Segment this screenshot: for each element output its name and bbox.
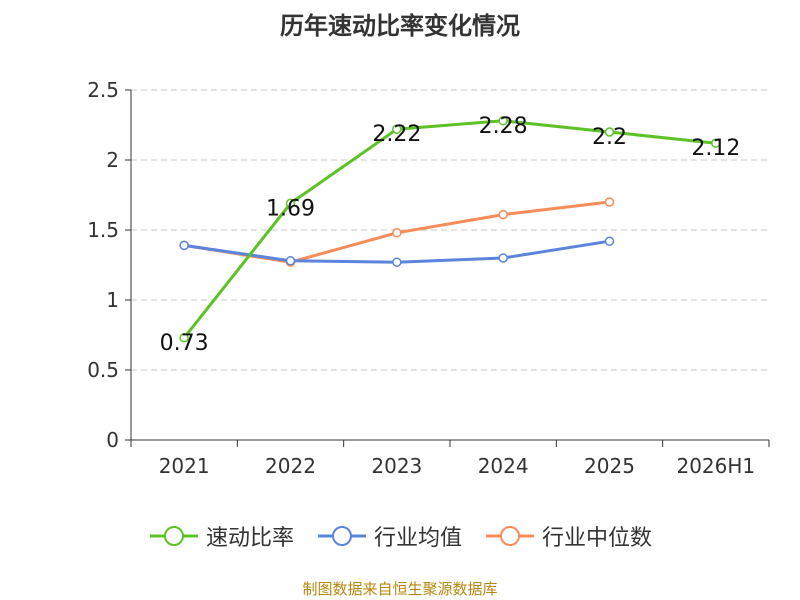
data-point — [604, 197, 615, 207]
data-point — [604, 236, 615, 246]
y-tick-label: 0.5 — [87, 358, 119, 382]
legend-label: 行业均值 — [373, 526, 462, 551]
y-tick-label: 0 — [106, 428, 119, 452]
data-point — [604, 127, 615, 137]
data-label: 2.2 — [592, 125, 627, 150]
legend-swatch-icon — [486, 526, 534, 546]
data-label: 2.28 — [479, 114, 528, 139]
data-label: 2.12 — [691, 136, 740, 161]
legend-marker — [500, 526, 520, 546]
x-tick-label: 2024 — [478, 454, 529, 478]
chart-title: 历年速动比率变化情况 — [280, 12, 520, 40]
data-point — [392, 124, 402, 134]
x-tick-label: 2023 — [371, 454, 422, 478]
data-point — [392, 228, 402, 238]
data-point — [498, 116, 508, 126]
data-label: 2.22 — [372, 122, 421, 147]
data-source-note: 制图数据来自恒生聚源数据库 — [302, 580, 498, 598]
legend-marker — [163, 526, 184, 546]
legend-item[interactable]: 行业均值 — [316, 520, 462, 552]
legend-swatch-icon — [317, 526, 366, 546]
legend-label: 速动比率 — [205, 526, 294, 551]
data-point — [498, 253, 508, 263]
data-point — [392, 257, 402, 267]
data-point — [285, 256, 296, 266]
y-tick-label: 2 — [106, 148, 119, 172]
x-tick-label: 2022 — [265, 454, 316, 478]
y-tick-label: 2.5 — [87, 78, 119, 102]
data-point — [285, 198, 296, 209]
data-label: 1.69 — [266, 196, 315, 221]
legend-marker — [331, 526, 352, 546]
legend-label: 行业中位数 — [542, 526, 653, 551]
x-tick-label: 2025 — [584, 454, 635, 478]
x-tick-label: 2021 — [159, 454, 210, 478]
data-point — [179, 333, 189, 343]
legend-item[interactable]: 行业中位数 — [484, 520, 652, 552]
data-point — [498, 209, 508, 220]
legend-swatch-icon — [149, 526, 198, 546]
series-line — [182, 119, 716, 339]
y-tick-label: 1 — [106, 288, 119, 312]
data-point — [179, 240, 189, 251]
chart-legend: 速动比率 行业均值 行业中位数 — [0, 520, 800, 552]
y-tick-label: 1.5 — [87, 218, 119, 242]
legend-item[interactable]: 速动比率 — [148, 520, 294, 552]
data-point — [711, 138, 721, 148]
data-label: 0.73 — [160, 331, 209, 356]
x-tick-label: 2026H1 — [676, 454, 755, 478]
